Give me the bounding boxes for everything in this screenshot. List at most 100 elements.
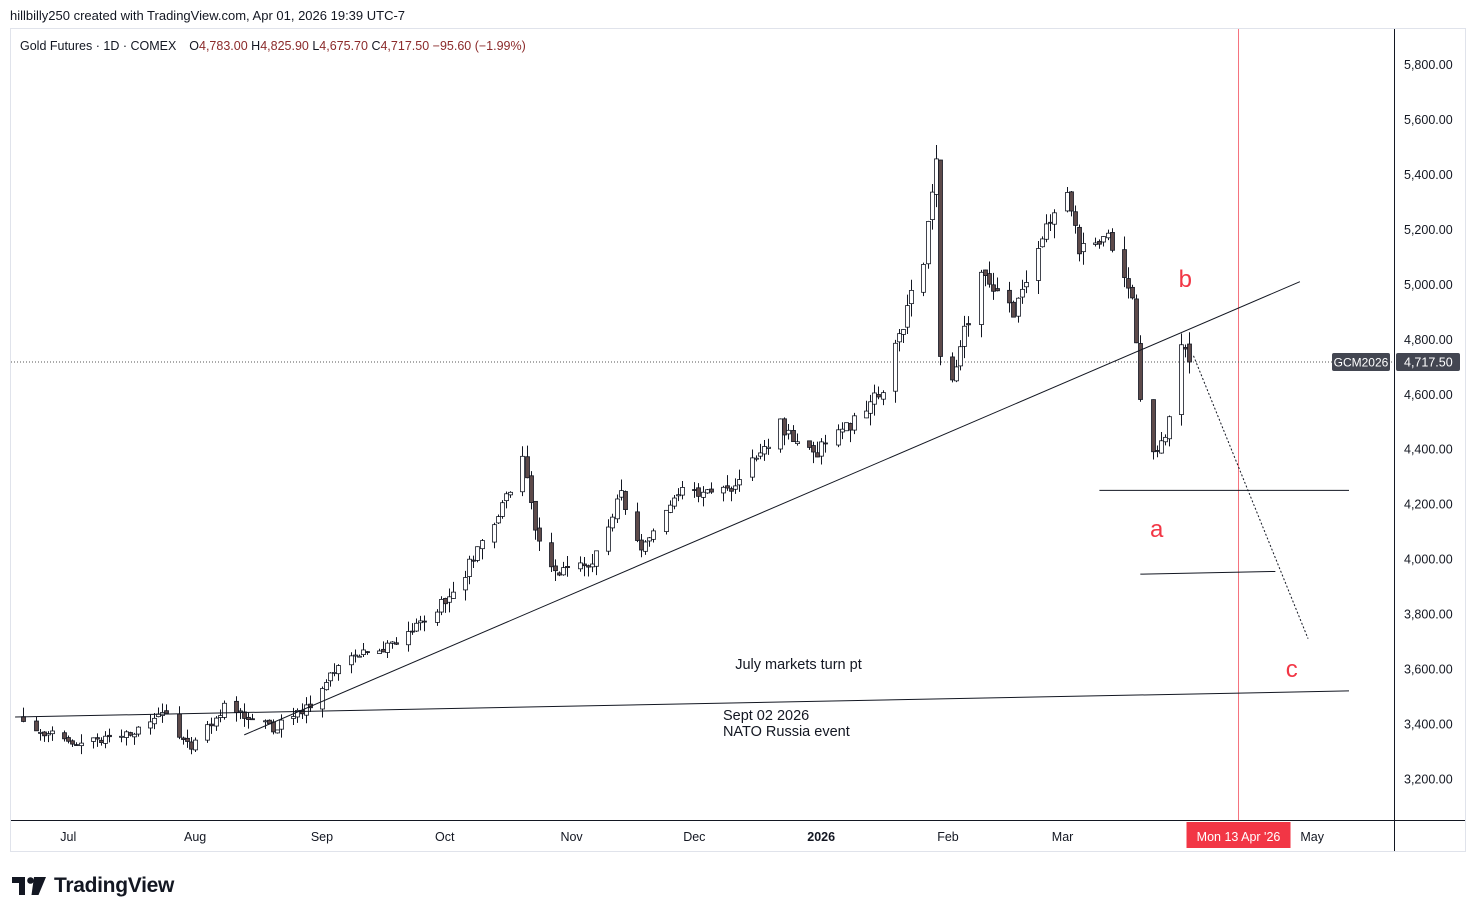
- candle-body: [263, 720, 268, 723]
- candle-body: [361, 649, 366, 655]
- candle-body: [439, 599, 444, 613]
- candle-body: [124, 731, 129, 738]
- candle-body: [107, 734, 112, 738]
- ticker-badge-text: GCM2026: [1334, 356, 1389, 370]
- y-tick-label: 5,000.00: [1404, 278, 1453, 292]
- ticker-badge-bg: [1332, 353, 1390, 372]
- candle: [480, 538, 485, 560]
- candle-body: [696, 487, 701, 497]
- candle: [447, 588, 452, 613]
- candle: [962, 315, 967, 359]
- candle-body: [79, 742, 84, 747]
- projection-line: [1193, 355, 1309, 639]
- candle-body: [995, 288, 1000, 292]
- candle: [193, 737, 198, 753]
- candle: [893, 339, 898, 403]
- candle-body: [21, 716, 26, 722]
- candle: [836, 424, 841, 448]
- candle-body: [954, 366, 959, 382]
- candle-body: [962, 325, 967, 347]
- high-value: 4,825.90: [260, 39, 309, 53]
- candle-body: [189, 741, 194, 750]
- candle-body: [1183, 347, 1188, 350]
- candle: [844, 422, 849, 432]
- candle: [991, 272, 996, 300]
- chart-note: Sept 02 2026: [723, 708, 809, 724]
- candle-body: [1097, 240, 1102, 245]
- candle-body: [275, 729, 280, 734]
- candle-body: [668, 504, 673, 513]
- candle-body: [508, 491, 513, 496]
- open-value: 4,783.00: [199, 39, 248, 53]
- ohlc-legend: Gold Futures · 1D · COMEX O4,783.00 H4,8…: [20, 39, 526, 53]
- candle: [762, 439, 767, 461]
- candle-body: [1179, 344, 1184, 415]
- attribution: hillbilly250 created with TradingView.co…: [10, 8, 406, 23]
- candle-body: [353, 654, 358, 657]
- candle-body: [414, 622, 419, 632]
- tradingview-logo[interactable]: TradingView: [12, 873, 174, 899]
- candle: [504, 491, 509, 509]
- candle-body: [525, 456, 530, 479]
- candle: [361, 643, 366, 657]
- candle-body: [1122, 249, 1127, 278]
- candle: [754, 455, 759, 462]
- candle: [966, 316, 971, 337]
- candle-body: [979, 271, 984, 325]
- candle-body: [778, 418, 783, 450]
- candle: [586, 564, 591, 577]
- candle-body: [222, 702, 227, 718]
- candle-body: [119, 735, 124, 738]
- candle: [422, 615, 427, 632]
- candle: [750, 449, 755, 481]
- low-value: 4,675.70: [319, 39, 368, 53]
- candle: [1110, 228, 1115, 253]
- candle-body: [291, 716, 296, 719]
- candle-body: [725, 485, 730, 489]
- candle-body: [766, 446, 771, 449]
- candle: [332, 663, 337, 677]
- candle: [185, 729, 190, 748]
- candle-body: [1069, 191, 1074, 212]
- candle-body: [357, 655, 362, 658]
- open-label: O: [189, 39, 199, 53]
- candle-body: [1138, 343, 1143, 400]
- candle: [250, 713, 255, 721]
- candle: [1183, 344, 1188, 358]
- candle-body: [1011, 301, 1016, 318]
- candle-body: [238, 710, 243, 713]
- candle: [164, 704, 169, 714]
- high-label: H: [251, 39, 261, 53]
- candle: [672, 494, 677, 510]
- candle: [872, 384, 877, 416]
- candle: [214, 716, 219, 731]
- candle-body: [811, 445, 816, 453]
- y-tick-label: 4,400.00: [1404, 443, 1453, 457]
- candle-body: [537, 527, 542, 542]
- date-badge-text: Mon 13 Apr '26: [1197, 830, 1281, 844]
- candle: [119, 729, 124, 743]
- candle: [357, 654, 362, 658]
- trend-line-1: [244, 281, 1301, 736]
- candle-body: [209, 723, 214, 727]
- candle-body: [406, 631, 411, 646]
- candle-body: [921, 264, 926, 293]
- candle-body: [983, 269, 988, 277]
- candle: [647, 536, 652, 547]
- candle-body: [836, 429, 841, 446]
- candle: [471, 555, 476, 569]
- candle-body: [930, 191, 935, 220]
- symbol-label[interactable]: Gold Futures · 1D · COMEX: [20, 39, 177, 53]
- candle: [148, 714, 153, 735]
- candle: [443, 597, 448, 613]
- candle: [222, 700, 227, 720]
- candle-body: [643, 541, 648, 552]
- candle-body: [471, 559, 476, 562]
- candle-body: [74, 744, 79, 746]
- x-tick-label: Sep: [311, 830, 333, 844]
- candle: [381, 641, 386, 653]
- y-tick-label: 4,200.00: [1404, 498, 1453, 512]
- candle-body: [705, 489, 710, 494]
- tradingview-logo-icon: [12, 877, 46, 895]
